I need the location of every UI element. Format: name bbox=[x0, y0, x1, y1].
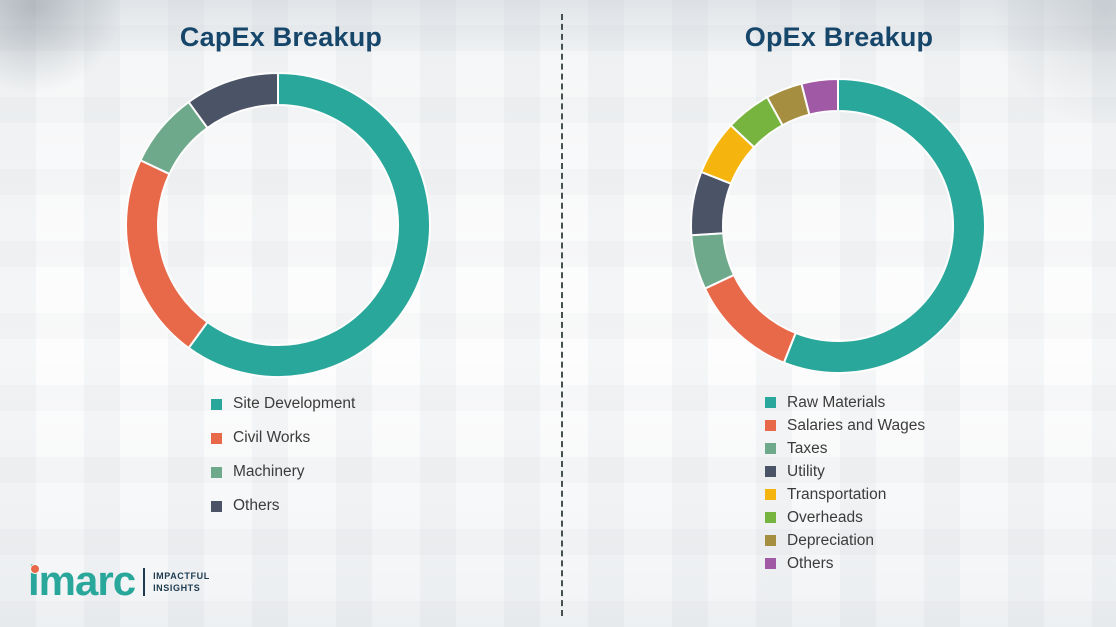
legend-swatch bbox=[765, 397, 776, 408]
legend-swatch bbox=[765, 535, 776, 546]
capex-chart-title: CapEx Breakup bbox=[179, 22, 383, 52]
opex-legend: Raw Materials Salaries and Wages Taxes Util… bbox=[765, 391, 925, 575]
imarc-wordmark: imarc bbox=[28, 557, 136, 604]
legend-label: Utility bbox=[787, 462, 825, 480]
legend-swatch bbox=[765, 420, 776, 431]
donut-segment-salaries-and-wages bbox=[703, 273, 797, 364]
opex-donut-chart bbox=[690, 77, 986, 374]
legend-label: Others bbox=[233, 497, 280, 514]
legend-swatch bbox=[765, 489, 776, 500]
legend-item: Site Development bbox=[211, 387, 355, 421]
divider-dashed-line bbox=[561, 14, 563, 616]
legend-label: Depreciation bbox=[787, 531, 875, 549]
legend-swatch bbox=[211, 500, 222, 512]
legend-label: Transportation bbox=[787, 485, 887, 503]
legend-item: Civil Works bbox=[211, 421, 355, 455]
legend-label: Others bbox=[787, 554, 834, 572]
legend-item: Depreciation bbox=[765, 529, 925, 552]
legend-item: Utility bbox=[765, 460, 925, 483]
legend-item: Taxes bbox=[765, 437, 925, 460]
legend-item: Transportation bbox=[765, 483, 925, 506]
imarc-logo-accent-dot bbox=[31, 565, 39, 573]
legend-item: Others bbox=[765, 552, 925, 575]
legend-swatch bbox=[765, 466, 776, 477]
legend-item: Machinery bbox=[211, 455, 355, 489]
capex-donut-chart bbox=[125, 71, 431, 378]
legend-item: Raw Materials bbox=[765, 391, 925, 414]
imarc-brand-text: imarc bbox=[28, 557, 136, 604]
imarc-logo: imarc IMPACTFUL INSIGHTS bbox=[28, 560, 210, 602]
legend-swatch bbox=[211, 398, 222, 410]
donut-segment-civil-works bbox=[125, 158, 209, 350]
logo-separator-bar bbox=[143, 568, 146, 596]
capex-legend: Site Development Civil Works Machinery Othe… bbox=[211, 387, 355, 523]
legend-label: Overheads bbox=[787, 508, 863, 526]
legend-label: Machinery bbox=[233, 463, 305, 480]
donut-segment-others bbox=[187, 71, 279, 130]
legend-swatch bbox=[765, 558, 776, 569]
legend-label: Raw Materials bbox=[787, 393, 886, 411]
opex-chart-title: OpEx Breakup bbox=[744, 22, 934, 52]
donut-segment-others bbox=[800, 77, 839, 116]
legend-item: Overheads bbox=[765, 506, 925, 529]
donut-segment-site-development bbox=[187, 71, 431, 378]
tagline-line-2: INSIGHTS bbox=[153, 583, 201, 593]
legend-label: Salaries and Wages bbox=[787, 416, 926, 434]
tagline-line-1: IMPACTFUL bbox=[153, 570, 210, 581]
donut-segment-raw-materials bbox=[782, 77, 986, 374]
legend-label: Site Development bbox=[233, 395, 356, 412]
imarc-tagline: IMPACTFUL INSIGHTS bbox=[153, 570, 210, 594]
legend-label: Taxes bbox=[787, 439, 828, 457]
legend-swatch bbox=[211, 466, 222, 478]
legend-swatch bbox=[765, 443, 776, 454]
legend-swatch bbox=[765, 512, 776, 523]
legend-item: Salaries and Wages bbox=[765, 414, 925, 437]
legend-label: Civil Works bbox=[233, 429, 311, 446]
legend-item: Others bbox=[211, 489, 355, 523]
legend-swatch bbox=[211, 432, 222, 444]
